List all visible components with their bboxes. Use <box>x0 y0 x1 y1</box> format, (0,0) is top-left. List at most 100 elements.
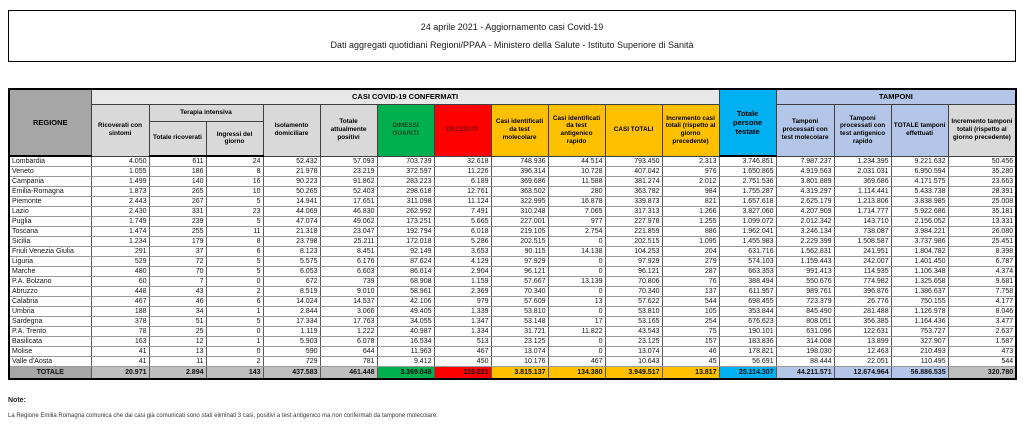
value-cell: 2.012 <box>661 176 720 187</box>
value-cell: 14.138 <box>547 246 606 257</box>
region-name: Campania <box>8 176 92 187</box>
table-row: Abruzzo 448 43 2 8.519 9.010 58.961 2.369 70.340… <box>8 286 1017 297</box>
value-cell: 6.189 <box>433 176 492 187</box>
value-cell: 12.463 <box>833 346 892 357</box>
value-cell: 26.080 <box>947 226 1017 237</box>
value-cell: 1.562.831 <box>775 246 835 257</box>
value-cell: 16.534 <box>376 336 435 347</box>
value-cell: 25.211 <box>319 236 378 247</box>
value-cell: 8.398 <box>947 246 1017 257</box>
value-cell: 7.065 <box>547 206 606 217</box>
value-cell: 137 <box>661 286 720 297</box>
value-cell: 703.739 <box>376 155 435 167</box>
value-cell: 0 <box>547 306 606 317</box>
value-cell: 529 <box>90 256 150 267</box>
value-cell: 480 <box>90 266 150 277</box>
value-cell: 3.815.137 <box>490 366 549 379</box>
value-cell: 70.340 <box>490 286 549 297</box>
value-cell: 1.055 <box>90 166 150 177</box>
region-name: Friuli Venezia Giulia <box>8 246 92 257</box>
value-cell: 96.121 <box>490 266 549 277</box>
column-header-persone-testate: Totale persone testate <box>718 88 777 157</box>
table-row: Liguria 529 72 5 5.575 6.176 87.624 4.129 97.929… <box>8 256 1017 267</box>
region-name: Piemonte <box>8 196 92 207</box>
value-cell: 372.597 <box>376 166 435 177</box>
table-row: Calabria 467 46 6 14.024 14.537 42.106 979 57.60… <box>8 296 1017 307</box>
value-cell: 467 <box>547 356 606 367</box>
sub-header-row-2: Totale ricoverati Ingressi del giorno <box>9 120 1016 157</box>
value-cell: 97.929 <box>604 256 663 267</box>
value-cell: 2.430 <box>90 206 150 217</box>
value-cell: 5.286 <box>433 236 492 247</box>
value-cell: 13.074 <box>490 346 549 357</box>
value-cell: 53.810 <box>604 306 663 317</box>
sub-header-row-1: Ricoverati con sintomi Terapia intensiva… <box>9 103 1017 157</box>
value-cell: 287 <box>661 266 720 277</box>
column-header-deceduti: DECEDUTI <box>433 103 492 157</box>
value-cell: 2 <box>205 286 264 297</box>
value-cell: 173.251 <box>376 216 435 227</box>
value-cell: 43.543 <box>604 326 663 337</box>
value-cell: 25.008 <box>947 196 1017 207</box>
value-cell: 672 <box>262 276 321 287</box>
value-cell: 28.391 <box>947 186 1017 197</box>
value-cell: 2.229.399 <box>775 236 835 247</box>
value-cell: 473 <box>947 346 1017 357</box>
value-cell: 183.836 <box>718 336 777 347</box>
region-name: Veneto <box>8 166 92 177</box>
value-cell: 750.155 <box>890 296 949 307</box>
value-cell: 298.618 <box>376 186 435 197</box>
value-cell: 590 <box>262 346 321 357</box>
value-cell: 70.340 <box>604 286 663 297</box>
value-cell: 1.255 <box>661 216 720 227</box>
value-cell: 0 <box>547 266 606 277</box>
value-cell: 1.095 <box>661 236 720 247</box>
table-row: Basilicata 163 12 1 5.903 6.078 16.534 513 23.12… <box>8 336 1017 347</box>
value-cell: 407.042 <box>604 166 663 177</box>
table-row: Valle d'Aosta 41 11 2 729 781 9.412 450 10.176 46… <box>8 356 1017 367</box>
value-cell: 5.903 <box>262 336 321 347</box>
value-cell: 254 <box>661 316 720 327</box>
value-cell: 1.962.041 <box>718 226 777 237</box>
value-cell: 104.253 <box>604 246 663 257</box>
region-name: TOTALE <box>8 366 92 379</box>
group-header-row: REGIONE CASI COVID-19 CONFERMATI Totale … <box>8 88 1017 157</box>
table-row: Veneto 1.055 186 8 21.978 23.219 372.597 11.226… <box>8 166 1017 177</box>
value-cell: 11 <box>205 226 264 237</box>
value-cell: 979 <box>433 296 492 307</box>
value-cell: 1.334 <box>433 326 492 337</box>
value-cell: 9.221.632 <box>890 155 949 167</box>
column-header-tamponi-antigenico: Tamponi processati con test antigenico r… <box>833 103 892 157</box>
value-cell: 57.667 <box>490 276 549 287</box>
column-header-incremento-tamponi: Incremento tamponi totali (rispetto al g… <box>947 103 1017 157</box>
value-cell: 320.780 <box>947 366 1017 379</box>
value-cell: 13.899 <box>833 336 892 347</box>
value-cell: 1.474 <box>90 226 150 237</box>
value-cell: 105 <box>661 306 720 317</box>
region-name: Molise <box>8 346 92 357</box>
value-cell: 20.971 <box>90 366 150 379</box>
value-cell: 984 <box>661 186 720 197</box>
value-cell: 6.018 <box>433 226 492 237</box>
value-cell: 4.050 <box>90 155 150 167</box>
value-cell: 774.982 <box>833 276 892 287</box>
value-cell: 1.755.287 <box>718 186 777 197</box>
table-body: Lombardia 4.050 611 24 52.432 57.093 703.739 32… <box>8 155 1017 379</box>
value-cell: 1.126.978 <box>890 306 949 317</box>
table-row: Campania 1.499 140 16 90.223 91.862 283.223 6.1… <box>8 176 1017 187</box>
value-cell: 90.115 <box>490 246 549 257</box>
value-cell: 281.488 <box>833 306 892 317</box>
value-cell: 14.024 <box>262 296 321 307</box>
value-cell: 631.096 <box>775 326 835 337</box>
column-header-isolamento-domiciliare: Isolamento domiciliare <box>262 103 321 157</box>
value-cell: 25.451 <box>947 236 1017 247</box>
region-name: Sicilia <box>8 236 92 247</box>
group-header-tamponi: TAMPONI <box>775 88 1017 105</box>
value-cell: 13.139 <box>547 276 606 287</box>
value-cell: 35.280 <box>947 166 1017 177</box>
value-cell: 3.827.060 <box>718 206 777 217</box>
region-name: Puglia <box>8 216 92 227</box>
value-cell: 331 <box>148 206 207 217</box>
value-cell: 5.665 <box>433 216 492 227</box>
value-cell: 204 <box>661 246 720 257</box>
